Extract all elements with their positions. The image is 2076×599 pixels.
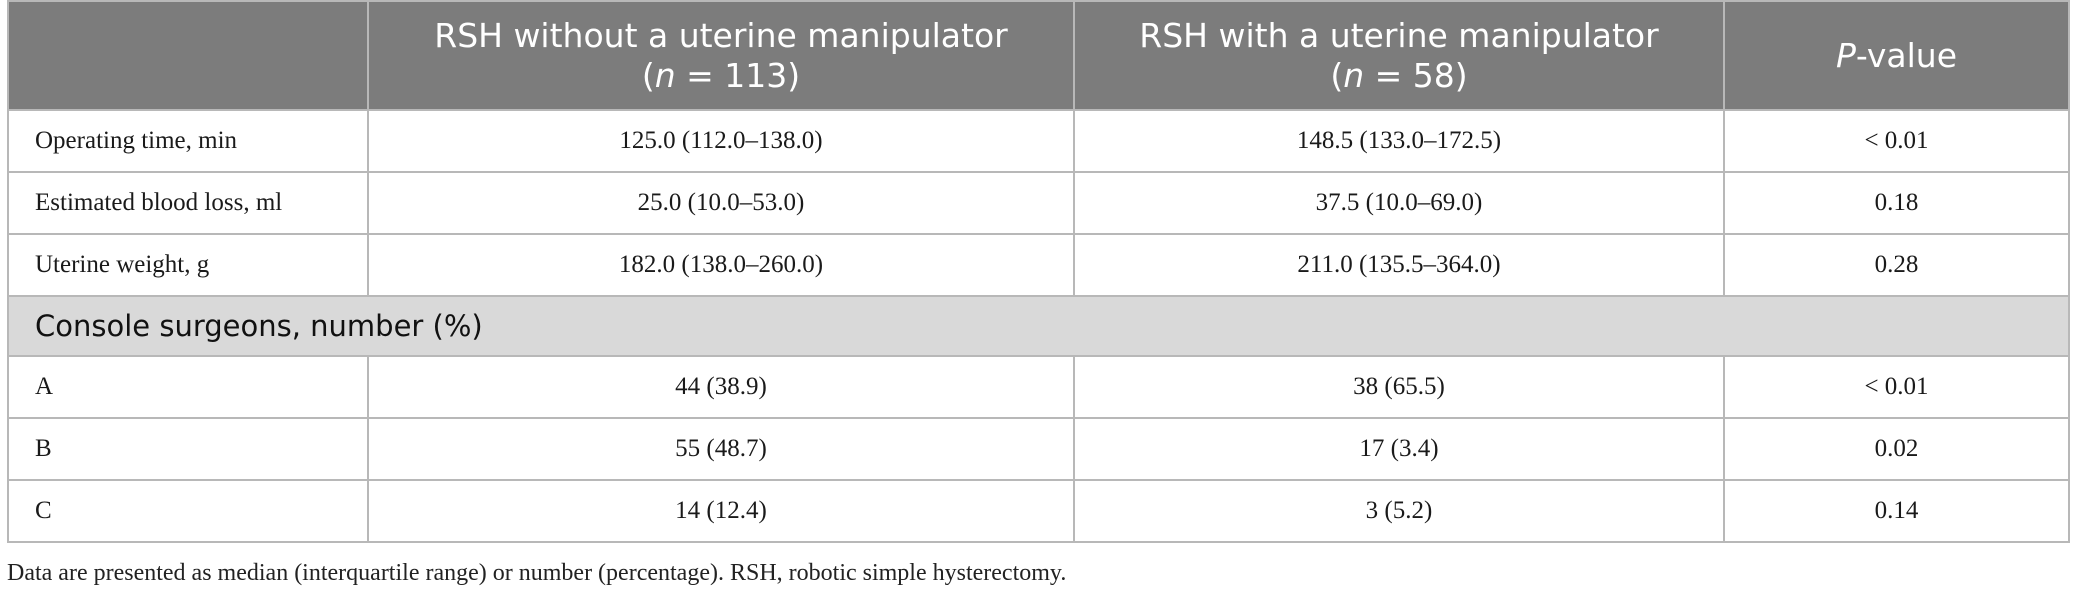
results-table: RSH without a uterine manipulator (n = 1… — [7, 0, 2070, 543]
cell-with: 148.5 (133.0–172.5) — [1073, 109, 1725, 173]
table-header: RSH without a uterine manipulator (n = 1… — [7, 0, 2070, 111]
cell-without: 14 (12.4) — [367, 479, 1075, 543]
table-row: A 44 (38.9) 38 (65.5) < 0.01 — [7, 355, 2070, 419]
row-label: B — [7, 417, 369, 481]
header-blank-cell — [7, 0, 369, 111]
cell-p-value: 0.28 — [1723, 233, 2070, 297]
row-label: Operating time, min — [7, 109, 369, 173]
cell-without: 25.0 (10.0–53.0) — [367, 171, 1075, 235]
cell-p-value: < 0.01 — [1723, 109, 2070, 173]
header-without-manipulator: RSH without a uterine manipulator (n = 1… — [367, 0, 1075, 111]
header-with-manipulator: RSH with a uterine manipulator (n = 58) — [1073, 0, 1725, 111]
table-body: Operating time, min 125.0 (112.0–138.0) … — [7, 109, 2070, 543]
row-label: C — [7, 479, 369, 543]
table-row: Uterine weight, g 182.0 (138.0–260.0) 21… — [7, 233, 2070, 297]
header-row: RSH without a uterine manipulator (n = 1… — [7, 0, 2070, 111]
cell-without: 55 (48.7) — [367, 417, 1075, 481]
table-row: Estimated blood loss, ml 25.0 (10.0–53.0… — [7, 171, 2070, 235]
table-row: B 55 (48.7) 17 (3.4) 0.02 — [7, 417, 2070, 481]
header-with-title: RSH with a uterine manipulator — [1139, 15, 1659, 55]
cell-with: 38 (65.5) — [1073, 355, 1725, 419]
results-table-container: RSH without a uterine manipulator (n = 1… — [7, 0, 2070, 543]
cell-with: 37.5 (10.0–69.0) — [1073, 171, 1725, 235]
cell-with: 17 (3.4) — [1073, 417, 1725, 481]
table-row: C 14 (12.4) 3 (5.2) 0.14 — [7, 479, 2070, 543]
cell-without: 182.0 (138.0–260.0) — [367, 233, 1075, 297]
cell-with: 3 (5.2) — [1073, 479, 1725, 543]
cell-p-value: < 0.01 — [1723, 355, 2070, 419]
cell-without: 44 (38.9) — [367, 355, 1075, 419]
header-without-title: RSH without a uterine manipulator — [434, 15, 1008, 55]
row-label: A — [7, 355, 369, 419]
section-title: Console surgeons, number (%) — [7, 295, 2070, 357]
table-row: Operating time, min 125.0 (112.0–138.0) … — [7, 109, 2070, 173]
cell-without: 125.0 (112.0–138.0) — [367, 109, 1075, 173]
section-row: Console surgeons, number (%) — [7, 295, 2070, 357]
table-footnote: Data are presented as median (interquart… — [7, 560, 1067, 586]
cell-p-value: 0.18 — [1723, 171, 2070, 235]
cell-with: 211.0 (135.5–364.0) — [1073, 233, 1725, 297]
header-p-value: P-value — [1723, 0, 2070, 111]
row-label: Uterine weight, g — [7, 233, 369, 297]
header-without-n: (n = 113) — [641, 55, 801, 95]
cell-p-value: 0.14 — [1723, 479, 2070, 543]
header-with-n: (n = 58) — [1330, 55, 1468, 95]
cell-p-value: 0.02 — [1723, 417, 2070, 481]
row-label: Estimated blood loss, ml — [7, 171, 369, 235]
